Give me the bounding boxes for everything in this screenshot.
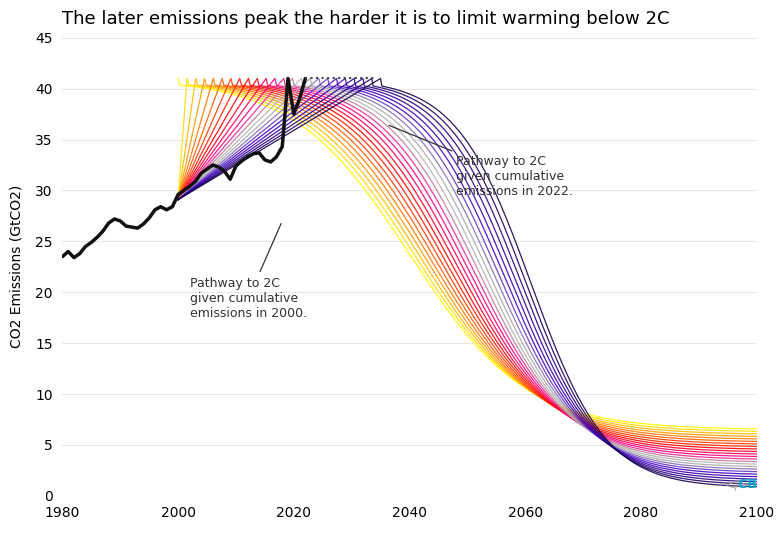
Y-axis label: CO2 Emissions (GtCO2): CO2 Emissions (GtCO2)	[10, 185, 24, 348]
Text: Pathway to 2C
given cumulative
emissions in 2000.: Pathway to 2C given cumulative emissions…	[190, 224, 307, 320]
Text: </>: </>	[725, 478, 750, 492]
Text: Pathway to 2C
given cumulative
emissions in 2022.: Pathway to 2C given cumulative emissions…	[389, 126, 573, 198]
Text: CB: CB	[734, 478, 757, 492]
Text: The later emissions peak the harder it is to limit warming below 2C: The later emissions peak the harder it i…	[62, 10, 670, 28]
